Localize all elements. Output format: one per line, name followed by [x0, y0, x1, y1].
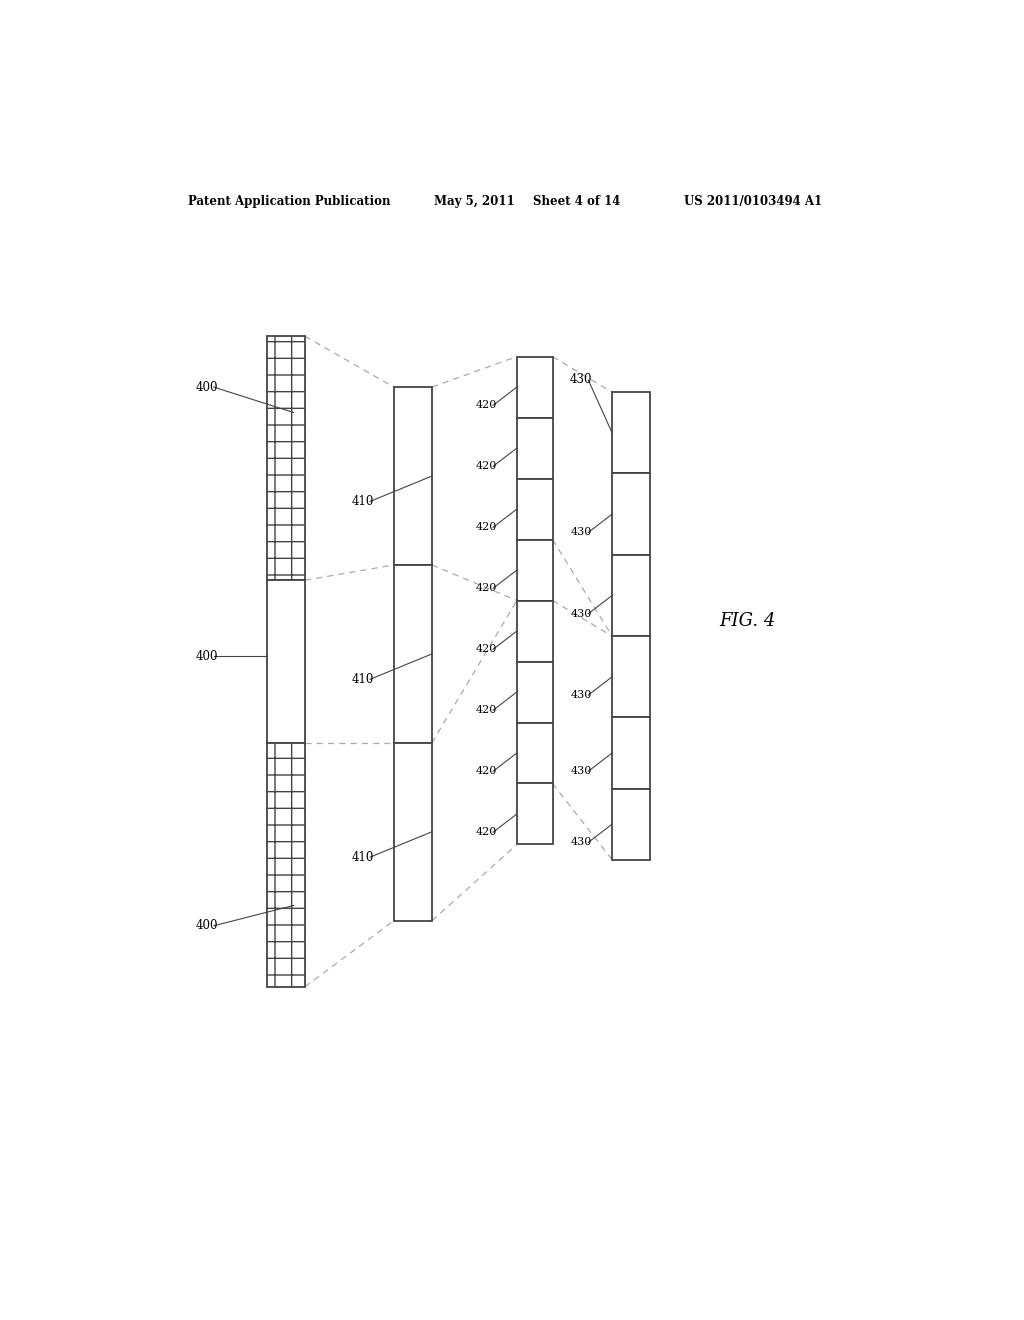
Text: 410: 410	[351, 495, 374, 508]
Text: US 2011/0103494 A1: US 2011/0103494 A1	[684, 195, 821, 209]
Text: Patent Application Publication: Patent Application Publication	[187, 195, 390, 209]
Bar	[267, 743, 305, 987]
Text: 400: 400	[196, 380, 218, 393]
Bar	[394, 743, 432, 921]
Text: May 5, 2011: May 5, 2011	[433, 195, 514, 209]
Text: 420: 420	[476, 462, 497, 471]
Text: 430: 430	[571, 528, 592, 537]
Text: 430: 430	[571, 690, 592, 700]
Bar	[612, 718, 650, 788]
Text: 420: 420	[476, 828, 497, 837]
Text: 420: 420	[476, 705, 497, 715]
Bar	[517, 540, 553, 601]
Text: 420: 420	[476, 400, 497, 411]
Bar	[517, 661, 553, 722]
Bar	[517, 601, 553, 661]
Bar	[517, 722, 553, 784]
Text: 420: 420	[476, 523, 497, 532]
Text: 430: 430	[571, 837, 592, 847]
Text: 410: 410	[351, 850, 374, 863]
Text: 420: 420	[476, 644, 497, 655]
Text: 420: 420	[476, 767, 497, 776]
Text: 420: 420	[476, 583, 497, 593]
Bar	[612, 474, 650, 554]
Bar	[267, 581, 305, 743]
Bar	[517, 479, 553, 540]
Bar	[517, 417, 553, 479]
Text: 410: 410	[351, 673, 374, 686]
Text: 430: 430	[571, 609, 592, 619]
Text: 430: 430	[571, 767, 592, 776]
Text: FIG. 4: FIG. 4	[719, 612, 775, 630]
Bar	[394, 565, 432, 743]
Bar	[612, 392, 650, 474]
Bar	[267, 337, 305, 581]
Bar	[612, 788, 650, 859]
Bar	[517, 784, 553, 845]
Bar	[517, 356, 553, 417]
Text: 400: 400	[196, 649, 218, 663]
Bar	[612, 636, 650, 718]
Text: 430: 430	[569, 374, 592, 387]
Text: 400: 400	[196, 919, 218, 932]
Bar	[612, 554, 650, 636]
Bar	[394, 387, 432, 565]
Text: Sheet 4 of 14: Sheet 4 of 14	[532, 195, 621, 209]
